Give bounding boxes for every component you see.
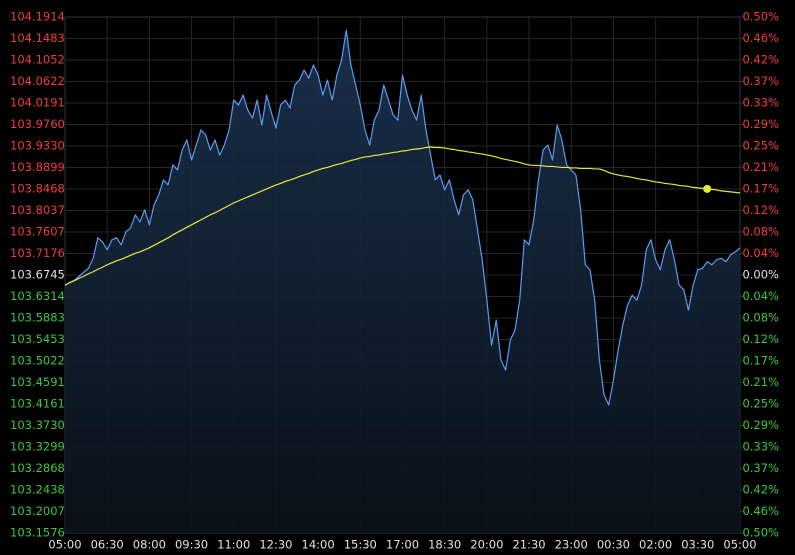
y2-tick-label: 0.50% xyxy=(742,10,779,24)
y2-tick-label: 0.50% xyxy=(742,526,779,540)
y2-tick-label: 0.25% xyxy=(742,139,779,153)
x-tick-label: 09:30 xyxy=(175,538,208,552)
y2-tick-label: 0.33% xyxy=(742,96,779,110)
y2-tick-label: 0.17% xyxy=(742,182,779,196)
x-tick-label: 20:00 xyxy=(470,538,503,552)
y2-tick-label: 0.12% xyxy=(742,203,779,217)
y-tick-label: 103.3299 xyxy=(10,440,65,454)
y2-tick-label: 0.33% xyxy=(742,440,779,454)
y-tick-label: 103.8899 xyxy=(10,160,65,174)
y2-tick-label: 0.04% xyxy=(742,289,779,303)
y2-tick-label: 0.29% xyxy=(742,117,779,131)
line xyxy=(64,29,741,406)
y-tick-label: 103.1576 xyxy=(10,526,65,540)
y2-tick-label: 0.17% xyxy=(742,354,779,368)
x-tick-label: 03:30 xyxy=(681,538,714,552)
y-tick-label: 103.5453 xyxy=(10,332,65,346)
y-tick-label: 103.9760 xyxy=(10,117,65,131)
y2-tick-label: 0.12% xyxy=(742,332,779,346)
x-tick-label: 08:00 xyxy=(133,538,166,552)
y2-tick-label: 0.46% xyxy=(742,31,779,45)
y2-tick-label: 0.21% xyxy=(742,375,779,389)
y2-tick-label: 0.42% xyxy=(742,53,779,67)
y2-tick-label: 0.37% xyxy=(742,74,779,88)
x-tick-label: 12:30 xyxy=(259,538,292,552)
y2-tick-label: 0.21% xyxy=(742,160,779,174)
x-tick-label: 05:00 xyxy=(48,538,81,552)
y2-tick-label: 0.08% xyxy=(742,311,779,325)
y2-tick-label: 0.00% xyxy=(742,268,779,282)
y2-tick-label: 0.42% xyxy=(742,483,779,497)
y-tick-label: 103.4161 xyxy=(10,396,65,410)
y-tick-label: 103.6745 xyxy=(10,268,65,282)
x-tick-label: 00:30 xyxy=(597,538,630,552)
y-tick-label: 103.2438 xyxy=(10,482,65,496)
y-tick-label: 103.7607 xyxy=(10,224,65,238)
line xyxy=(64,146,741,286)
x-tick-label: 17:00 xyxy=(386,538,419,552)
x-tick-label: 23:00 xyxy=(555,538,588,552)
x-tick-label: 18:30 xyxy=(428,538,461,552)
x-tick-label: 06:30 xyxy=(91,538,124,552)
y-tick-label: 103.4591 xyxy=(10,375,65,389)
x-tick-label: 02:00 xyxy=(639,538,672,552)
y2-tick-label: 0.04% xyxy=(742,246,779,260)
y-tick-label: 104.1483 xyxy=(10,31,65,45)
area xyxy=(65,30,740,534)
y-tick-label: 103.6314 xyxy=(10,289,65,303)
y2-tick-label: 0.25% xyxy=(742,397,779,411)
y2-tick-label: 0.37% xyxy=(742,461,779,475)
y-tick-label: 104.0191 xyxy=(10,96,65,110)
x-tick-label: 14:00 xyxy=(302,538,335,552)
y2-tick-label: 0.29% xyxy=(742,418,779,432)
y-tick-label: 103.7176 xyxy=(10,246,65,260)
y-tick-label: 103.5883 xyxy=(10,311,65,325)
x-tick-label: 15:30 xyxy=(344,538,377,552)
x-tick-label: 11:00 xyxy=(217,538,250,552)
y-tick-label: 103.5022 xyxy=(10,354,65,368)
y-tick-label: 104.0622 xyxy=(10,74,65,88)
y-tick-label: 103.8037 xyxy=(10,203,65,217)
y-tick-label: 103.9330 xyxy=(10,138,65,152)
y-tick-label: 103.3730 xyxy=(10,418,65,432)
y-tick-label: 103.2007 xyxy=(10,504,65,518)
marker xyxy=(703,184,712,193)
y-tick-label: 104.1914 xyxy=(10,10,65,24)
x-tick-label: 05:00 xyxy=(723,538,756,552)
y2-tick-label: 0.08% xyxy=(742,225,779,239)
y-tick-label: 103.8468 xyxy=(10,182,65,196)
y2-tick-label: 0.46% xyxy=(742,504,779,518)
x-tick-label: 21:30 xyxy=(512,538,545,552)
y-tick-label: 103.2868 xyxy=(10,461,65,475)
y-tick-label: 104.1052 xyxy=(10,53,65,67)
